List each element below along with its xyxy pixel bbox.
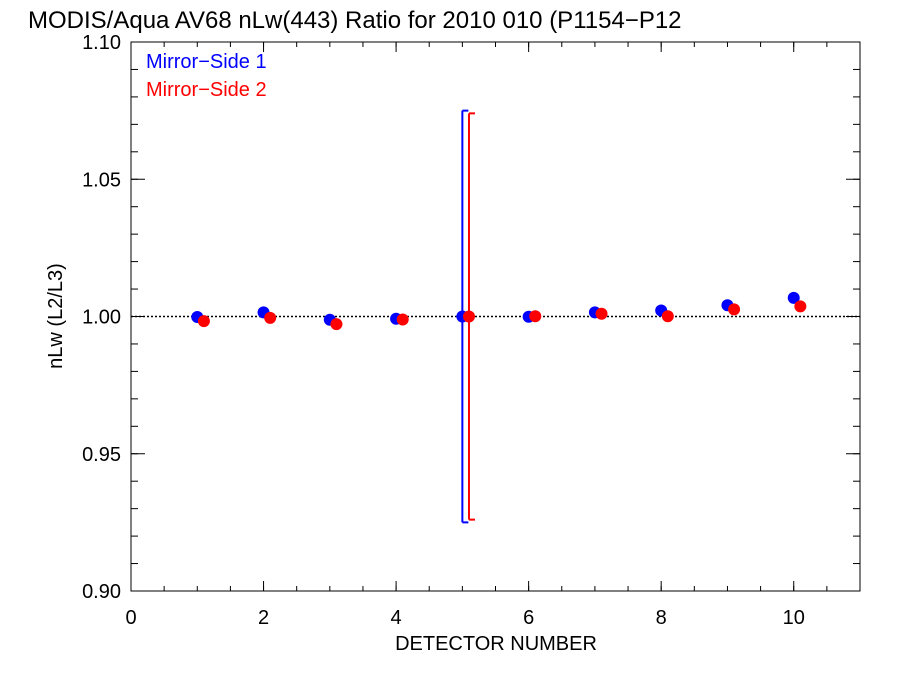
x-tick-label: 0 [125, 607, 136, 629]
chart-title: MODIS/Aqua AV68 nLw(443) Ratio for 2010 … [28, 7, 682, 34]
y-axis-label: nLw (L2/L3) [45, 263, 67, 369]
x-tick-label: 10 [783, 607, 805, 629]
point-series-2 [264, 311, 277, 324]
legend-entry-series-1: Mirror−Side 1 [146, 51, 267, 73]
x-axis-label: DETECTOR NUMBER [395, 633, 597, 655]
axis-ticks [130, 41, 861, 592]
x-tick-label: 4 [391, 607, 402, 629]
point-series-2 [794, 300, 807, 313]
y-tick-label: 1.00 [82, 307, 121, 329]
point-series-2 [529, 310, 542, 323]
data-points [191, 291, 807, 331]
point-series-2 [462, 310, 475, 323]
legend: Mirror−Side 1 Mirror−Side 2 [146, 51, 267, 101]
y-tick-label: 0.90 [82, 581, 121, 603]
point-series-2 [728, 303, 741, 316]
legend-entry-series-2: Mirror−Side 2 [146, 79, 267, 101]
point-series-2 [595, 307, 608, 320]
y-tick-label: 0.95 [82, 444, 121, 466]
point-series-2 [197, 315, 210, 328]
x-tick-label: 8 [656, 607, 667, 629]
axis-tick-labels: 0 2 4 6 8 10 0.90 0.95 1.00 1.05 1.10 [82, 32, 805, 629]
x-tick-label: 2 [258, 607, 269, 629]
y-tick-label: 1.05 [82, 169, 121, 191]
point-series-1 [787, 291, 800, 304]
x-tick-label: 6 [523, 607, 534, 629]
point-series-2 [396, 313, 409, 326]
y-tick-label: 1.10 [82, 32, 121, 54]
point-series-2 [661, 310, 674, 323]
point-series-2 [330, 318, 343, 331]
